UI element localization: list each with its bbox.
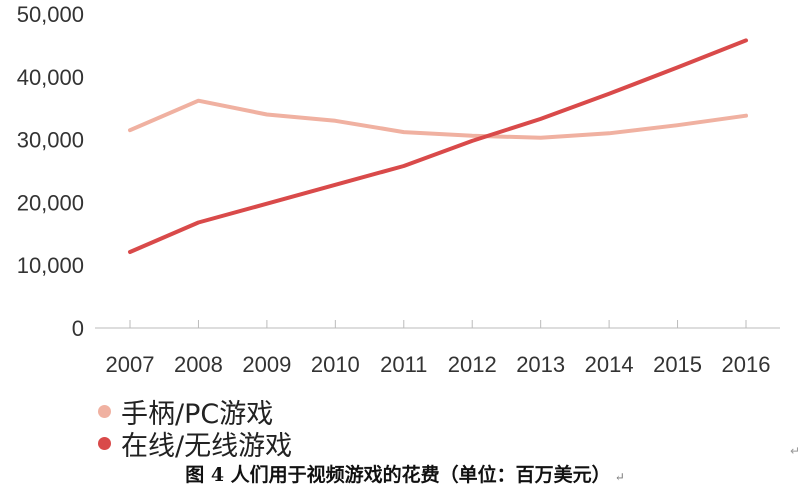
- x-tick-label: 2011: [380, 352, 427, 377]
- legend-item-online-wireless: 在线/无线游戏: [98, 424, 292, 463]
- figure-caption-text: 图 4 人们用于视频游戏的花费（单位：百万美元）: [185, 464, 611, 486]
- x-tick-label: 2008: [174, 352, 223, 377]
- legend-swatch-online-wireless: [98, 437, 111, 450]
- x-tick-label: 2010: [311, 352, 360, 377]
- x-axis-ticks: 2007 2008 2009 2010 2011 2012 2013 2014 2015 2016: [106, 352, 771, 377]
- y-tick-label: 0: [72, 316, 84, 341]
- x-tick-label: 2016: [722, 352, 771, 377]
- x-tick-label: 2007: [106, 352, 155, 377]
- x-tick-label: 2012: [448, 352, 497, 377]
- y-axis-ticks: 0 10,000 20,000 30,000 40,000 50,000: [17, 2, 84, 341]
- y-tick-label: 30,000: [17, 128, 84, 153]
- series-lines: [128, 38, 748, 254]
- y-tick-label: 40,000: [17, 65, 84, 90]
- x-tick-label: 2015: [653, 352, 702, 377]
- legend-item-handheld-pc: 手柄/PC游戏: [98, 392, 273, 431]
- x-tick-label: 2009: [242, 352, 291, 377]
- x-tick-label: 2014: [585, 352, 634, 377]
- corner-return-mark: ↵: [789, 444, 800, 458]
- caption-return-mark: ↵: [614, 470, 625, 484]
- series-line-online-wireless: [128, 38, 748, 254]
- figure-caption: 图 4 人们用于视频游戏的花费（单位：百万美元） ↵: [0, 460, 810, 487]
- legend-label-online-wireless: 在线/无线游戏: [121, 431, 293, 462]
- x-axis-tick-marks: [129, 320, 747, 328]
- x-tick-label: 2013: [516, 352, 565, 377]
- y-tick-label: 20,000: [17, 190, 84, 215]
- series-line-handheld-pc: [128, 98, 748, 140]
- line-chart: 0 10,000 20,000 30,000 40,000 50,000 2007 2008…: [17, 2, 780, 377]
- legend-label-handheld-pc: 手柄/PC游戏: [121, 399, 274, 430]
- legend-swatch-handheld-pc: [98, 405, 111, 418]
- y-tick-label: 10,000: [17, 253, 84, 278]
- y-tick-label: 50,000: [17, 2, 84, 27]
